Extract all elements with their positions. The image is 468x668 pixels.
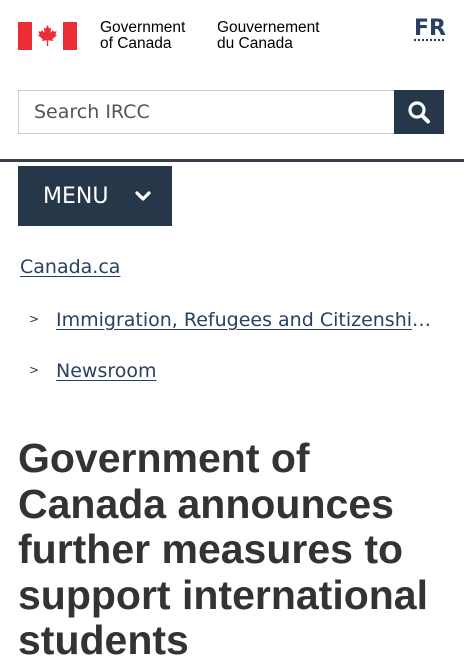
search-icon	[408, 101, 430, 124]
signature-fr-line-1: Gouvernement	[217, 19, 320, 36]
canada-flag-icon	[18, 22, 77, 50]
breadcrumb-separator: >	[29, 312, 40, 326]
header-divider	[0, 159, 464, 162]
menu-button[interactable]: MENU	[18, 166, 172, 226]
chevron-down-icon	[135, 191, 151, 201]
search-button[interactable]	[394, 90, 444, 134]
menu-label: MENU	[43, 183, 109, 209]
breadcrumb-newsroom-link[interactable]: Newsroom	[56, 360, 157, 382]
search-input[interactable]	[18, 90, 394, 134]
signature-english: Government of Canada	[100, 20, 185, 52]
signature-en-line-2: of Canada	[100, 35, 172, 52]
breadcrumb-ircc-link[interactable]: Immigration, Refugees and Citizenship Ca…	[56, 309, 438, 331]
page-title: Government of Canada announces further m…	[18, 435, 428, 663]
language-toggle-link[interactable]: FR	[414, 16, 446, 41]
signature-en-line-1: Government	[100, 19, 186, 36]
breadcrumb-separator: >	[29, 363, 40, 377]
signature-fr-line-2: du Canada	[217, 35, 293, 52]
signature-french: Gouvernement du Canada	[217, 20, 320, 52]
breadcrumb-home-link[interactable]: Canada.ca	[20, 256, 121, 278]
